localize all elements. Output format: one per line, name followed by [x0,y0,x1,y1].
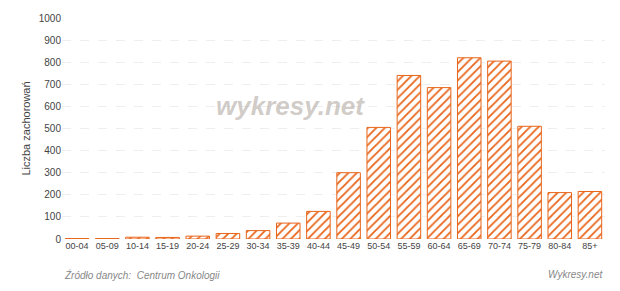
svg-text:70-74: 70-74 [488,241,511,251]
svg-text:15-19: 15-19 [156,241,179,251]
svg-text:55-59: 55-59 [397,241,420,251]
svg-text:20-24: 20-24 [186,241,209,251]
svg-text:45-49: 45-49 [337,241,360,251]
svg-text:1000: 1000 [39,13,62,24]
svg-text:10-14: 10-14 [126,241,149,251]
svg-text:60-64: 60-64 [428,241,451,251]
svg-text:80-84: 80-84 [548,241,571,251]
svg-text:35-39: 35-39 [277,241,300,251]
svg-text:30-34: 30-34 [247,241,270,251]
svg-text:50-54: 50-54 [367,241,390,251]
svg-text:0: 0 [55,234,61,245]
svg-text:200: 200 [44,189,61,200]
svg-text:Liczba zachorowań: Liczba zachorowań [20,81,32,175]
svg-text:Wykresy.net: Wykresy.net [548,269,603,280]
svg-text:700: 700 [44,79,61,90]
svg-text:75-79: 75-79 [518,241,541,251]
svg-text:85+: 85+ [582,241,597,251]
svg-text:400: 400 [44,145,61,156]
svg-text:05-09: 05-09 [96,241,119,251]
svg-text:25-29: 25-29 [216,241,239,251]
svg-text:300: 300 [44,167,61,178]
svg-text:40-44: 40-44 [307,241,330,251]
svg-text:00-04: 00-04 [66,241,89,251]
svg-text:900: 900 [44,35,61,46]
svg-text:wykresy.net: wykresy.net [216,91,365,121]
svg-text:100: 100 [44,211,61,222]
svg-text:500: 500 [44,123,61,134]
svg-text:600: 600 [44,101,61,112]
svg-text:65-69: 65-69 [458,241,481,251]
svg-text:Źródło danych: Centrum Onkolo: Źródło danych: Centrum Onkologii [64,269,220,281]
svg-text:800: 800 [44,57,61,68]
